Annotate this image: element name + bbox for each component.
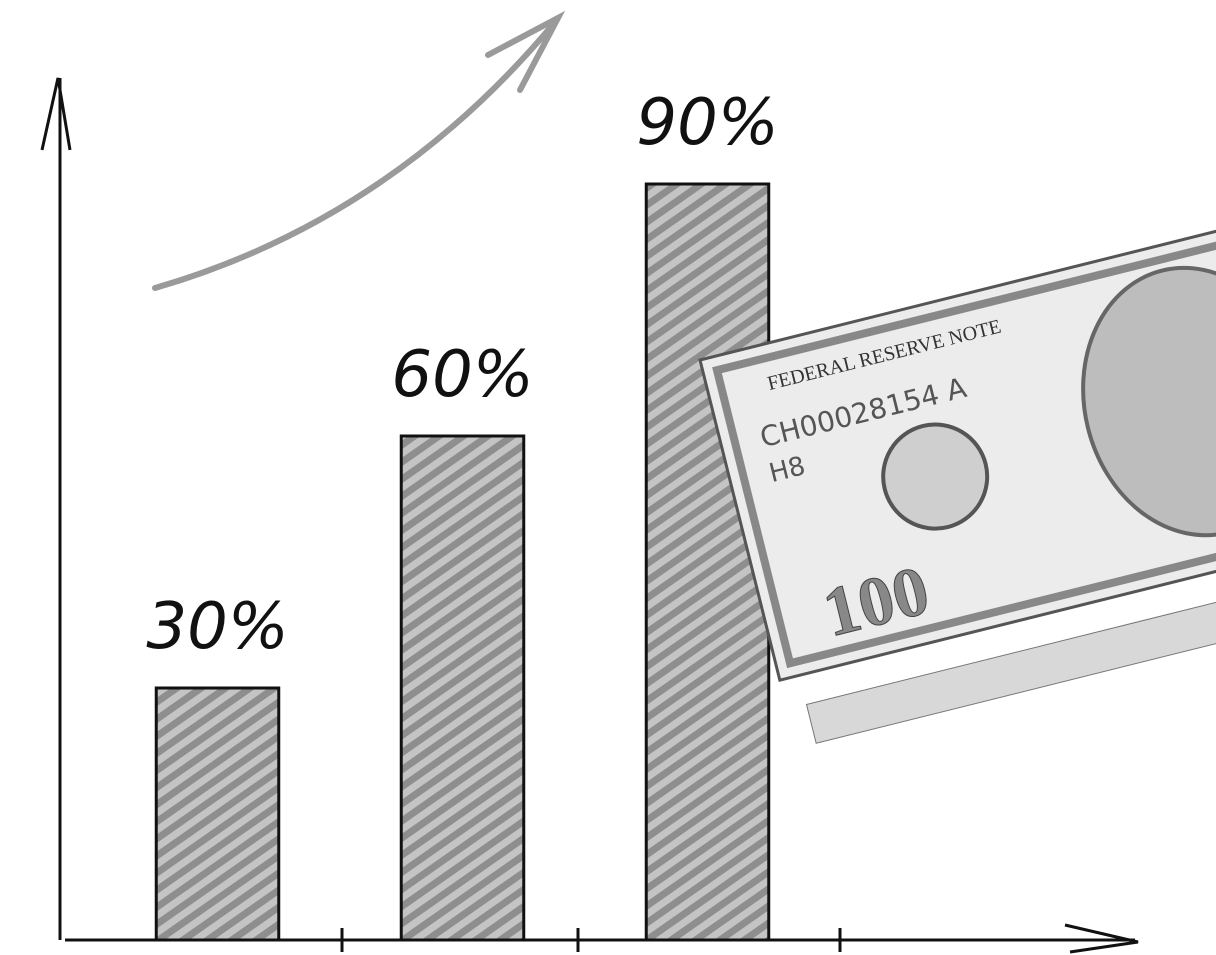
money-bill: FEDERAL RESERVE NOTE CH00028154 A H8 100 bbox=[698, 208, 1216, 744]
value-label: 60% bbox=[391, 338, 533, 412]
bar-group: 30% 60% 90% bbox=[146, 86, 779, 942]
portrait bbox=[1081, 265, 1216, 538]
bar bbox=[644, 182, 771, 942]
value-label: 30% bbox=[146, 590, 288, 664]
bar bbox=[399, 434, 526, 942]
bar bbox=[154, 686, 281, 942]
seal bbox=[881, 422, 990, 531]
x-axis-divider bbox=[340, 928, 842, 952]
y-axis bbox=[40, 77, 72, 940]
value-label: 90% bbox=[636, 86, 778, 160]
bill-border bbox=[712, 222, 1216, 669]
bill-stack bbox=[805, 568, 1216, 744]
trend-arrow bbox=[152, 10, 566, 291]
